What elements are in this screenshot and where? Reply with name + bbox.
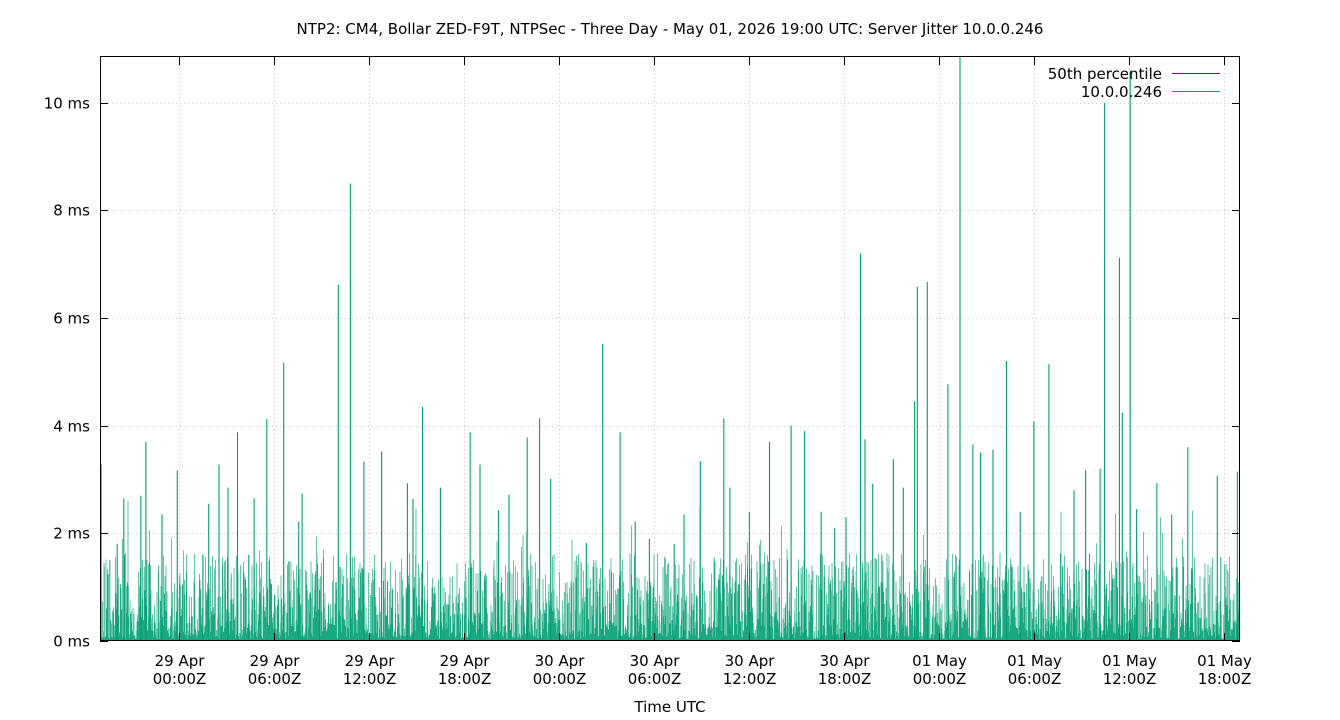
x-tick-label-date: 30 Apr	[630, 652, 681, 670]
x-tick-label-time: 18:00Z	[438, 670, 492, 688]
x-tick-label-time: 06:00Z	[628, 670, 682, 688]
x-tick-label-date: 29 Apr	[345, 652, 396, 670]
y-tick-label: 10 ms	[44, 95, 90, 113]
x-tick-label-time: 06:00Z	[248, 670, 302, 688]
series-10-0-0-246-line	[100, 57, 1241, 641]
series-10-0-0-246-baseline	[100, 501, 1241, 641]
x-tick-label-time: 00:00Z	[913, 670, 967, 688]
chart-title: NTP2: CM4, Bollar ZED-F9T, NTPSec - Thre…	[296, 20, 1044, 38]
plot-frame	[100, 56, 1240, 641]
x-tick-label-date: 01 May	[1197, 652, 1252, 670]
y-tick-label: 8 ms	[53, 202, 90, 220]
grid-lines	[100, 57, 1240, 641]
x-tick-label-time: 12:00Z	[343, 670, 397, 688]
legend-label-10-0-0-246: 10.0.0.246	[1081, 83, 1162, 101]
y-tick-label: 4 ms	[53, 418, 90, 436]
y-tick-label: 0 ms	[53, 633, 90, 651]
legend-label-50th-percentile: 50th percentile	[1048, 65, 1162, 83]
x-tick-label-date: 29 Apr	[440, 652, 491, 670]
x-tick-label-time: 12:00Z	[723, 670, 777, 688]
x-axis-label: Time UTC	[634, 698, 706, 716]
x-tick-label-time: 18:00Z	[1198, 670, 1252, 688]
legend: 50th percentile 10.0.0.246	[1048, 65, 1220, 101]
x-tick-label-time: 18:00Z	[818, 670, 872, 688]
x-tick-label-date: 30 Apr	[725, 652, 776, 670]
x-tick-label-time: 00:00Z	[533, 670, 587, 688]
x-tick-label-time: 12:00Z	[1103, 670, 1157, 688]
x-tick-label-date: 30 Apr	[535, 652, 586, 670]
y-tick-label: 6 ms	[53, 310, 90, 328]
x-tick-label-date: 30 Apr	[820, 652, 871, 670]
x-tick-label-date: 01 May	[1102, 652, 1157, 670]
x-tick-label-date: 01 May	[912, 652, 967, 670]
x-tick-label-time: 06:00Z	[1008, 670, 1062, 688]
x-tick-label-time: 00:00Z	[153, 670, 207, 688]
x-tick-label-date: 29 Apr	[250, 652, 301, 670]
y-tick-label: 2 ms	[53, 525, 90, 543]
x-tick-label-date: 29 Apr	[155, 652, 206, 670]
x-tick-label-date: 01 May	[1007, 652, 1062, 670]
